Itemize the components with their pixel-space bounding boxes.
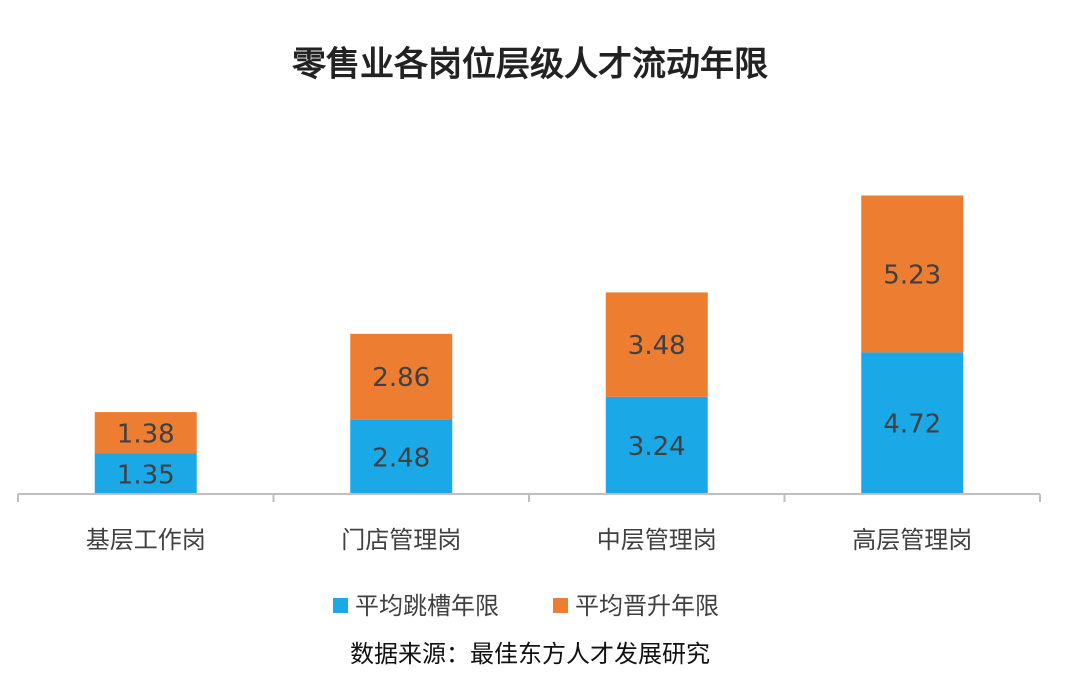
bar-segment <box>861 352 964 494</box>
bar-segment <box>605 396 708 494</box>
bar-segment <box>94 412 197 454</box>
x-tick-label: 门店管理岗 <box>341 526 461 554</box>
chart-title: 零售业各岗位层级人才流动年限 <box>292 45 768 85</box>
value-label: 4.72 <box>883 410 941 440</box>
value-label: 1.38 <box>117 419 175 449</box>
legend-swatch <box>553 598 568 613</box>
bar-segment <box>605 292 708 397</box>
x-tick-label: 高层管理岗 <box>852 526 972 554</box>
bar-segment <box>94 453 197 494</box>
legend-label: 平均跳槽年限 <box>355 592 499 620</box>
bar-segment <box>350 419 453 494</box>
bar-segment <box>861 195 964 353</box>
legend-swatch <box>333 598 348 613</box>
value-label: 1.35 <box>117 460 175 490</box>
value-label: 3.48 <box>628 331 686 361</box>
x-tick-label: 中层管理岗 <box>597 526 717 554</box>
value-label: 3.24 <box>628 432 686 462</box>
bar-segment <box>350 333 453 420</box>
legend-label: 平均晋升年限 <box>575 592 719 620</box>
value-label: 5.23 <box>883 260 941 290</box>
value-label: 2.48 <box>372 443 430 473</box>
source-note: 数据来源：最佳东方人才发展研究 <box>350 640 710 668</box>
x-tick-label: 基层工作岗 <box>86 526 206 554</box>
value-label: 2.86 <box>372 363 430 393</box>
